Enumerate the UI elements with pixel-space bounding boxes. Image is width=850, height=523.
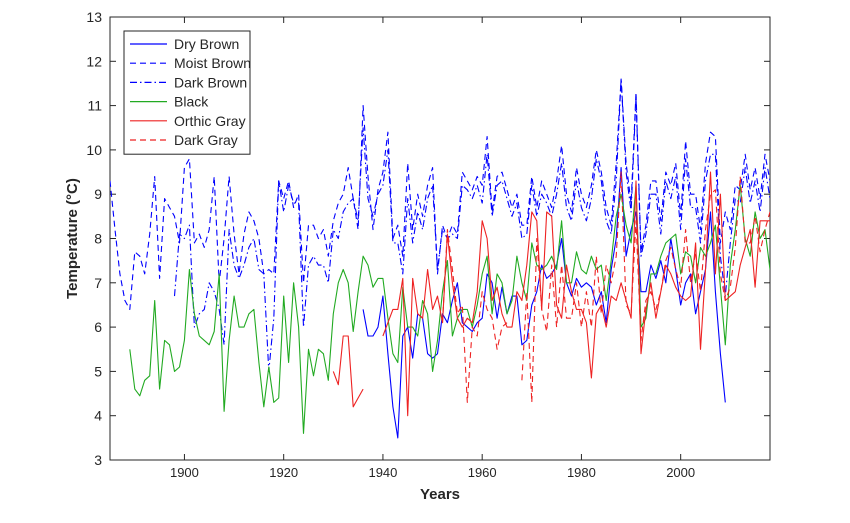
y-axis-label: Temperature (°C) <box>64 178 81 299</box>
x-axis-label: Years <box>420 486 460 503</box>
x-tick-label: 1940 <box>368 465 397 480</box>
x-tick-label: 1960 <box>468 465 497 480</box>
y-tick-label: 12 <box>86 53 102 69</box>
legend-label: Dark Gray <box>174 132 238 148</box>
y-tick-label: 5 <box>94 363 102 379</box>
series-line <box>173 78 770 372</box>
y-tick-label: 7 <box>94 275 102 291</box>
series-dry-brown <box>362 167 726 439</box>
x-tick-label: 1980 <box>567 465 596 480</box>
y-tick-label: 8 <box>94 231 102 247</box>
y-tick-label: 13 <box>86 9 102 25</box>
series-orthic-gray <box>332 171 770 417</box>
series-dark-gray <box>441 171 770 403</box>
series-black <box>129 184 770 434</box>
y-tick-label: 11 <box>87 98 102 114</box>
legend-label: Orthic Gray <box>174 113 246 129</box>
series-line <box>332 335 364 408</box>
legend-label: Moist Brown <box>174 55 251 71</box>
series-line <box>129 184 770 434</box>
y-tick-label: 10 <box>86 142 102 158</box>
x-tick-label: 1900 <box>170 465 199 480</box>
y-tick-label: 6 <box>94 319 102 335</box>
y-tick-label: 3 <box>94 452 102 468</box>
series-dark-brown <box>173 78 770 372</box>
legend-label: Dark Brown <box>174 74 247 90</box>
legend-label: Black <box>174 94 209 110</box>
series-line <box>441 229 508 403</box>
series-line <box>362 167 726 439</box>
legend-box <box>123 30 251 155</box>
y-tick-label: 4 <box>94 408 102 424</box>
y-tick-label: 9 <box>94 186 102 202</box>
x-tick-label: 1920 <box>269 465 298 480</box>
x-tick-label: 2000 <box>666 465 695 480</box>
series-layer <box>110 78 770 439</box>
series-line <box>521 171 770 403</box>
series-line <box>382 171 770 417</box>
legend: Dry Brown Moist Brown Dark Brown Black Orthi… <box>123 30 251 155</box>
legend-label: Dry Brown <box>174 36 239 52</box>
axis-ticks: 1900 1920 1940 1960 1980 2000 3 4 5 6 7 8 9 10 11 12 13 <box>86 9 770 480</box>
